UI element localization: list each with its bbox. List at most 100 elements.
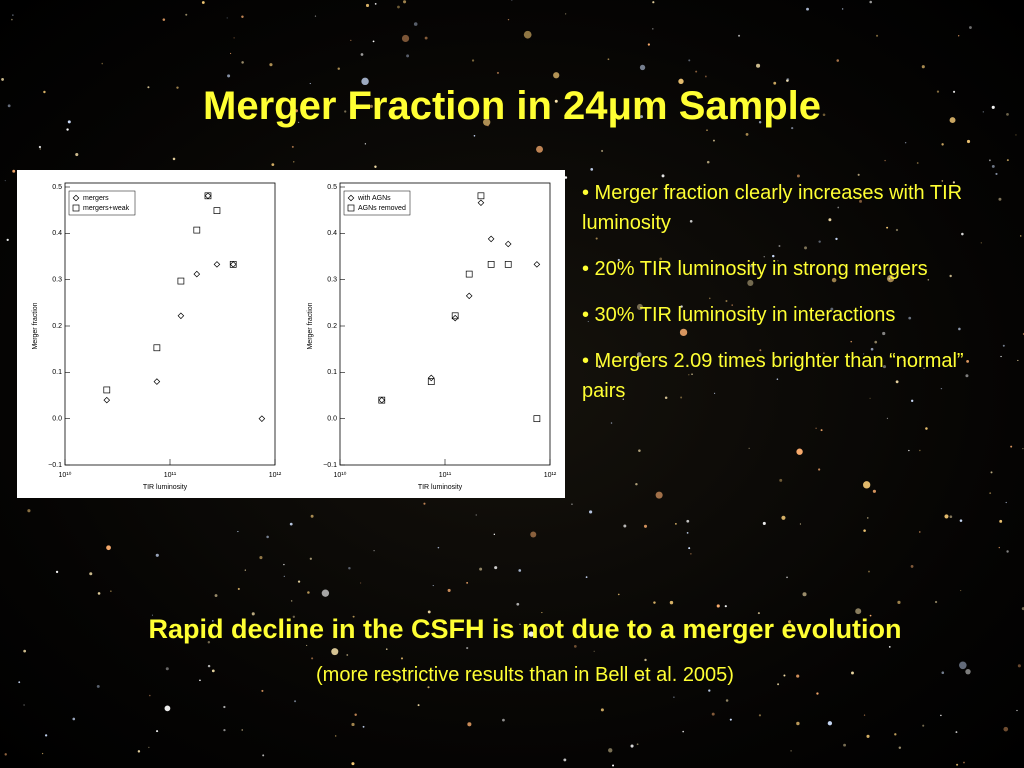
star [39,148,42,150]
star [1006,550,1009,553]
star [585,576,588,578]
star [437,546,440,549]
star [704,75,707,78]
star [966,139,971,144]
data-point [213,261,221,268]
star [837,206,840,209]
star [27,509,31,513]
star [886,274,895,283]
star [936,90,940,93]
star [350,39,352,41]
star [822,113,826,117]
star [487,124,489,127]
star [230,52,232,55]
y-tick-label: 0.0 [327,416,337,423]
star [659,257,663,261]
star [653,601,656,604]
star [886,417,889,420]
star [882,331,886,336]
star [12,14,14,16]
data-point [504,240,512,248]
star [922,724,925,727]
star [661,174,665,178]
star [413,22,418,26]
star [466,646,469,650]
y-tick-label: 0.4 [52,230,62,237]
star [902,359,905,362]
star [888,277,891,280]
star [782,104,785,107]
star [815,427,817,429]
star [731,304,733,306]
star [1016,709,1018,712]
star [564,176,568,179]
star [806,7,809,11]
star [227,74,231,78]
star [796,448,803,455]
star [679,328,688,337]
star [396,680,398,683]
star [884,159,886,162]
star [786,576,788,579]
star [863,714,866,716]
star [786,78,790,81]
star [776,378,779,380]
star [148,746,150,749]
star [636,352,642,357]
data-point [451,312,459,320]
star [855,608,862,615]
star [18,681,21,684]
star [397,5,400,9]
star [966,359,970,363]
star [747,279,754,287]
star [612,109,615,111]
star [427,686,430,689]
star [553,72,560,79]
star [262,754,265,757]
star [607,58,610,61]
star [639,64,646,71]
star [528,631,534,637]
star [7,104,11,108]
star [866,734,870,738]
star [309,557,312,560]
star [344,110,347,113]
x-tick-label: 10¹¹ [164,472,177,479]
star [294,700,297,703]
star [241,61,244,64]
star [949,515,953,519]
star [713,669,716,672]
star [237,587,240,591]
star [403,0,407,4]
star [72,717,76,721]
data-point [465,292,473,300]
star [164,705,171,712]
star [759,349,762,352]
star [306,644,308,646]
bullet: • 20% TIR luminosity in strong mergers [582,258,928,280]
star [818,468,821,471]
star [680,305,683,308]
star [652,1,655,4]
star [1,78,4,81]
star [686,532,689,534]
star [716,604,720,608]
star [859,199,862,203]
data-point [258,415,266,422]
star [758,121,762,124]
star [958,35,960,37]
y-tick-label: 0.1 [327,369,337,376]
star [283,563,285,566]
star [963,761,965,764]
star [494,566,498,570]
data-point [103,396,111,404]
star [516,602,520,606]
star [818,240,821,243]
legend-box [343,190,411,216]
star [773,81,777,85]
star [960,589,962,592]
star [1017,664,1021,668]
star [374,2,377,5]
star [991,164,995,168]
